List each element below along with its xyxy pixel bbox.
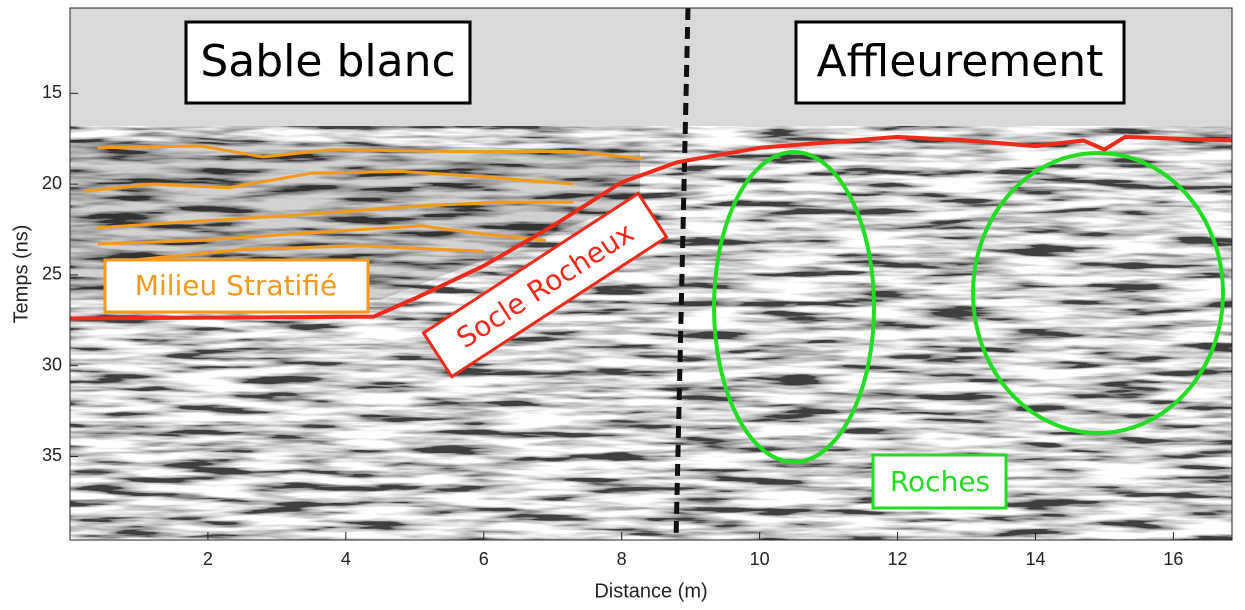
x-tick-label: 12 <box>888 549 908 569</box>
x-tick-label: 2 <box>203 549 213 569</box>
annotation-box <box>421 191 669 379</box>
rock-ellipse <box>971 151 1225 435</box>
interface-line <box>69 134 1233 321</box>
x-tick-label: 4 <box>341 549 351 569</box>
x-tick-label: 10 <box>750 549 770 569</box>
layer-line <box>97 224 546 246</box>
y-tick-label: 30 <box>42 354 62 374</box>
y-tick-label: 25 <box>42 264 62 284</box>
rock-ellipse <box>712 150 876 464</box>
x-tick-label: 14 <box>1025 549 1045 569</box>
annotation: Roches <box>890 465 990 498</box>
y-tick-label: 35 <box>42 445 62 465</box>
layer-line <box>111 244 484 264</box>
annotation: Milieu Stratifié <box>135 269 337 302</box>
y-tick-label: 15 <box>42 82 62 102</box>
layer-line <box>83 169 574 193</box>
y-axis-label: Temps (ns) <box>10 225 32 324</box>
x-axis-label: Distance (m) <box>594 580 707 602</box>
x-tick-label: 8 <box>617 549 627 569</box>
annotation-box <box>794 20 1126 105</box>
y-tick-label: 20 <box>42 173 62 193</box>
axes: 2 4 6 8 10 12 14 16 15 20 25 30 35 <box>42 82 1183 569</box>
annotation: Affleurement <box>817 36 1104 87</box>
plot-frame <box>69 7 1233 541</box>
x-tick-label: 16 <box>1163 549 1183 569</box>
layer-line <box>97 200 574 230</box>
boundary-line <box>673 7 691 541</box>
layer-line <box>97 144 643 161</box>
x-tick-label: 6 <box>479 549 489 569</box>
annotation: Sable blanc <box>200 36 455 87</box>
annotation-box <box>184 20 472 105</box>
annotation-box <box>871 453 1008 510</box>
annotation-box <box>103 258 370 314</box>
interpretation-lines <box>69 134 1233 321</box>
